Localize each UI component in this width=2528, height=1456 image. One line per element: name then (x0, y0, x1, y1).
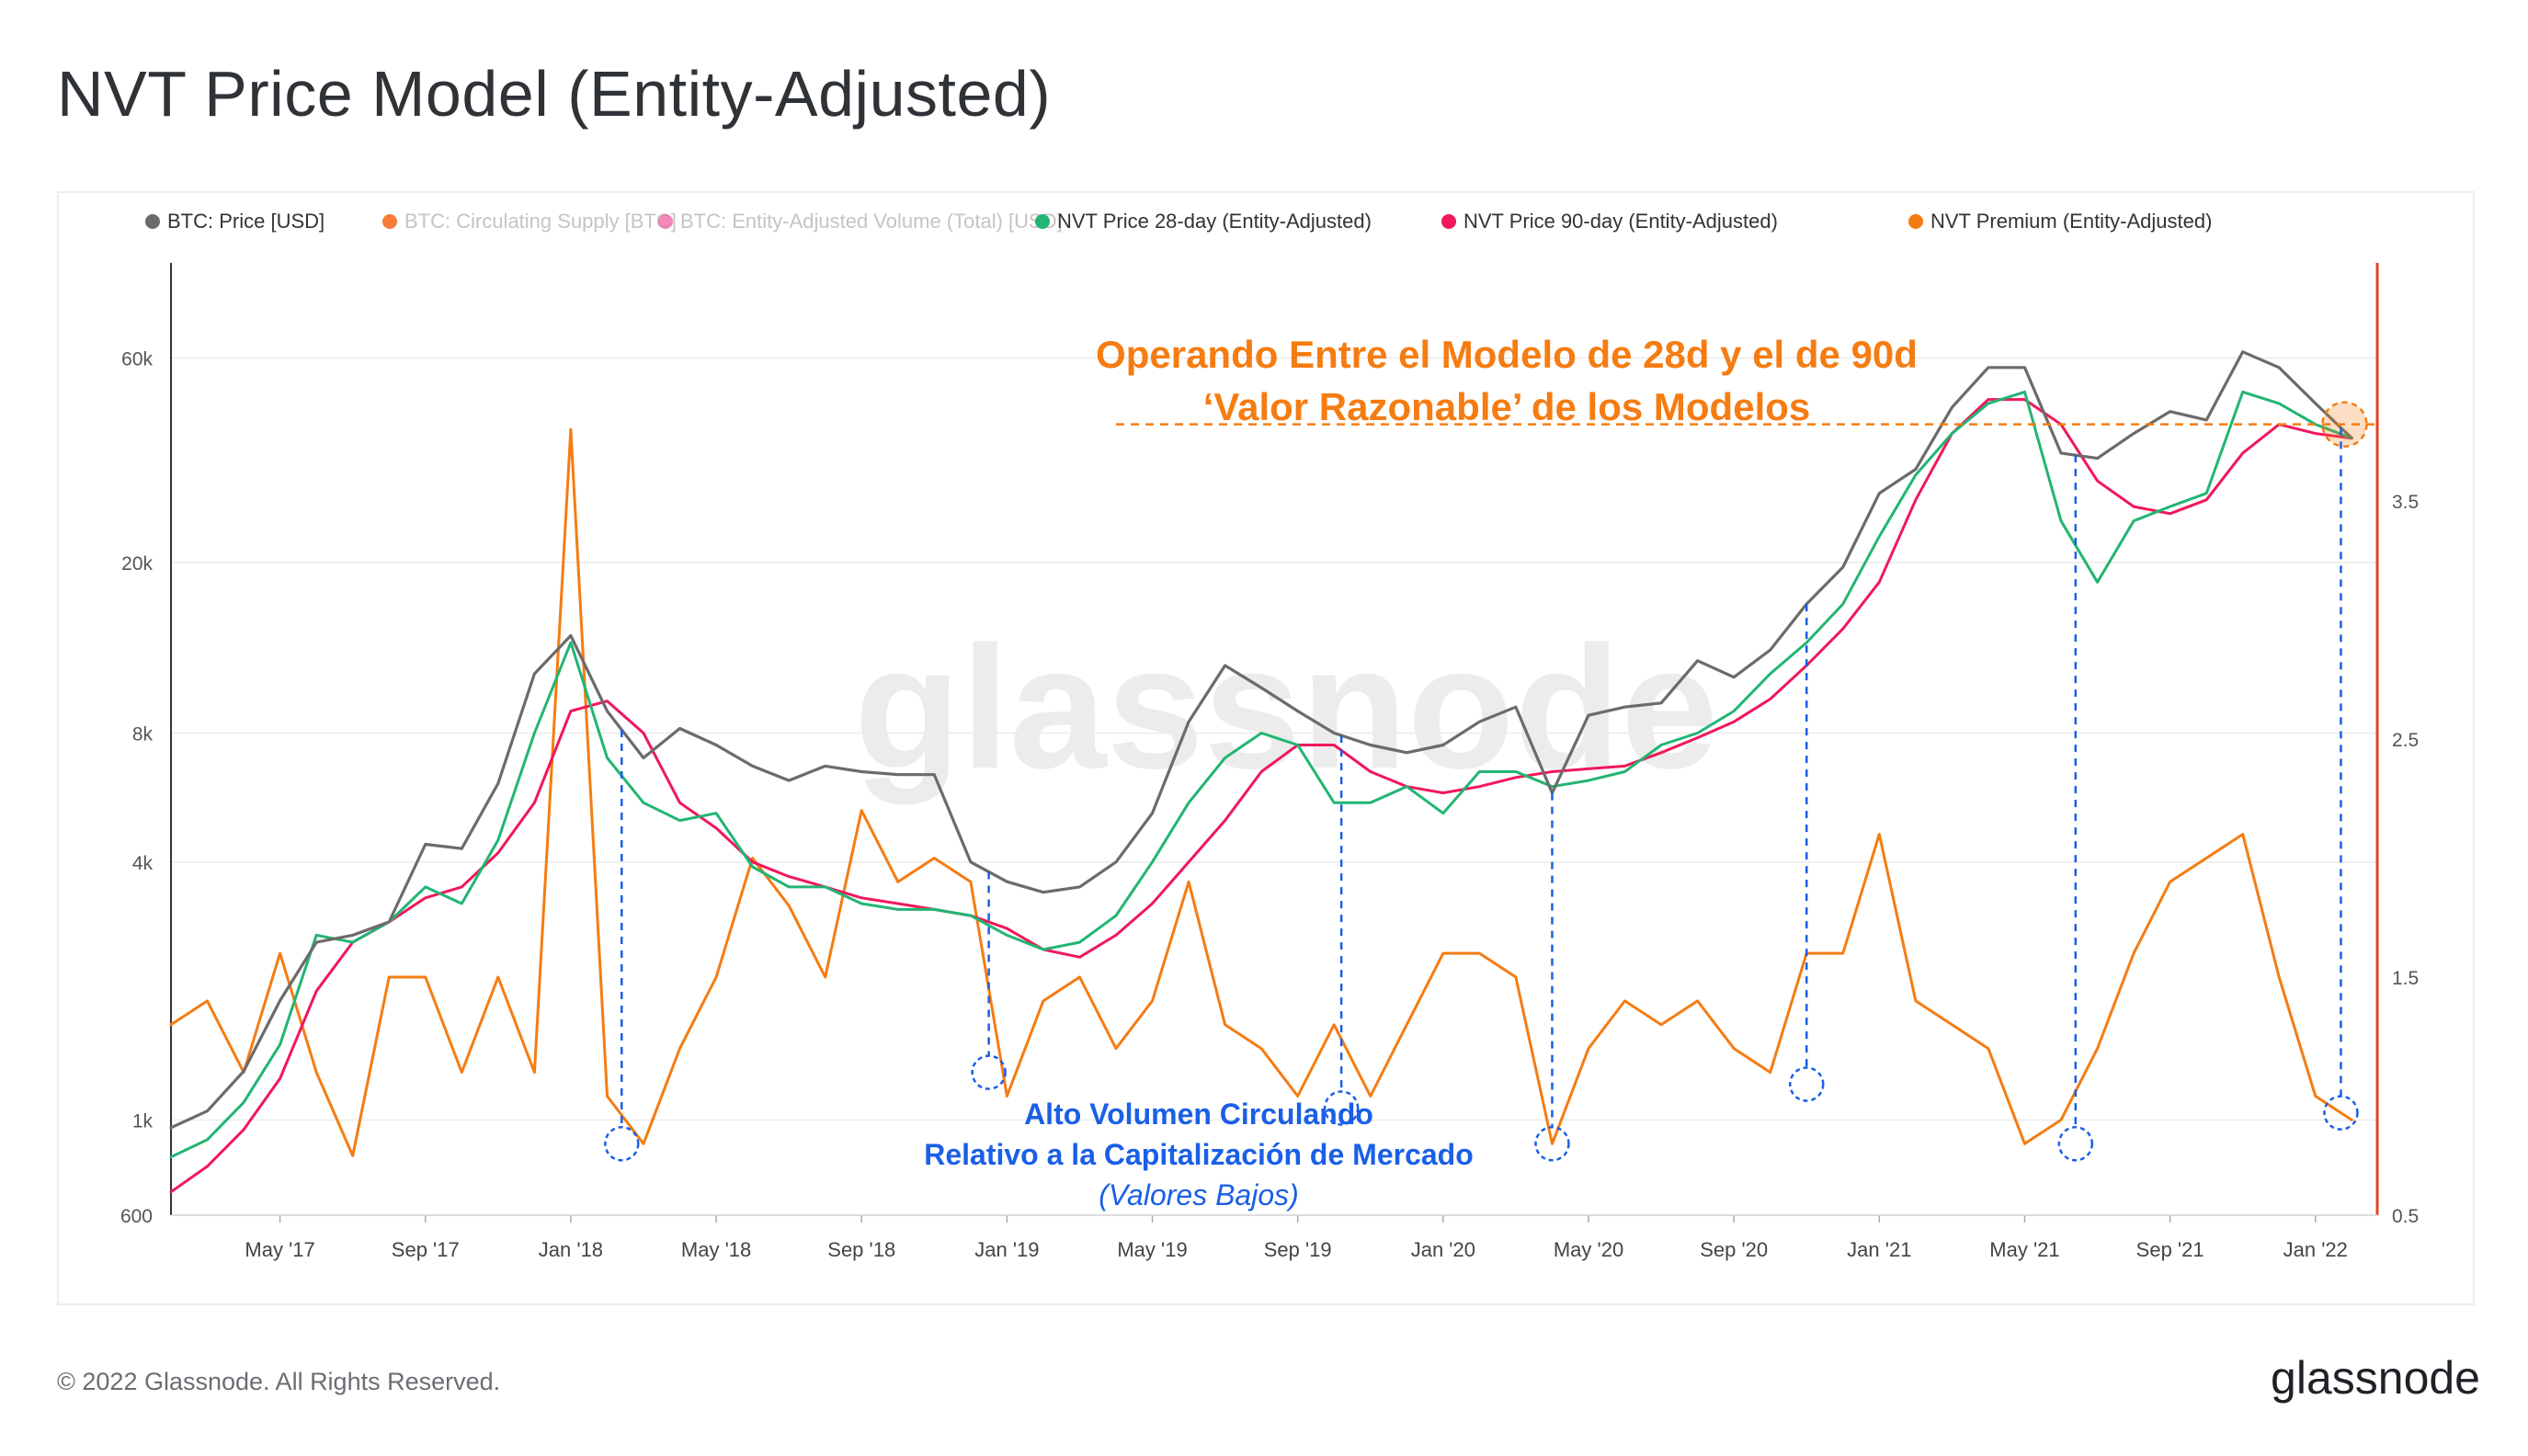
x-tick-label: Sep '17 (392, 1238, 460, 1261)
annotation-text: Operando Entre el Modelo de 28d y el de … (924, 333, 1918, 1211)
x-tick-label: Jan '18 (539, 1238, 603, 1261)
x-tick-label: May '20 (1554, 1238, 1623, 1261)
legend-item-supply: BTC: Circulating Supply [BTC] (404, 210, 677, 233)
x-tick-label: Jan '21 (1847, 1238, 1911, 1261)
x-tick-label: May '19 (1117, 1238, 1187, 1261)
low-value-marker (2057, 1126, 2094, 1162)
legend-dot-nvt90 (1441, 214, 1456, 229)
series-line-price (169, 350, 2353, 1130)
page-title: NVT Price Model (Entity-Adjusted) (57, 58, 1052, 130)
current-price-marker (2321, 401, 2368, 448)
legend-dot-nvt28 (1035, 214, 1050, 229)
axes (170, 263, 2379, 1216)
x-tick-label: Jan '19 (974, 1238, 1039, 1261)
gridlines: 600 1k 4k 8k 20k 60k 0.5 1.5 2.5 3.5 May '17 Sep '1… (120, 348, 2419, 1261)
x-tick-label: Jan '22 (2283, 1238, 2348, 1261)
x-tick-label: Jan '20 (1411, 1238, 1475, 1261)
legend-item-volume: BTC: Entity-Adjusted Volume (Total) [USD… (680, 210, 1063, 233)
legend-item-price: BTC: Price [USD] (167, 210, 325, 233)
x-tick-label: May '17 (245, 1238, 314, 1261)
annotation-top-line1: Operando Entre el Modelo de 28d y el de … (1096, 333, 1918, 376)
glassnode-logo: glassnode (2271, 1352, 2480, 1404)
x-tick-label: May '21 (1989, 1238, 2059, 1261)
y-right-tick-label: 0.5 (2392, 1206, 2419, 1227)
low-value-marker (971, 1054, 1007, 1090)
low-value-marker (1788, 1066, 1825, 1102)
legend-dot-premium (1908, 214, 1923, 229)
legend-dot-price (145, 214, 160, 229)
low-value-marker (1323, 1090, 1360, 1126)
x-tick-label: May '18 (681, 1238, 751, 1261)
low-value-marker (1534, 1126, 1570, 1162)
y-right-tick-label: 1.5 (2392, 968, 2419, 989)
annotation-top-line2: ‘Valor Razonable’ de los Modelos (1203, 385, 1811, 428)
y-left-tick-label: 20k (121, 553, 153, 574)
y-left-tick-label: 4k (132, 853, 154, 874)
y-left-tick-label: 1k (132, 1111, 154, 1132)
legend-item-premium: NVT Premium (Entity-Adjusted) (1930, 210, 2212, 233)
footer-copyright: © 2022 Glassnode. All Rights Reserved. (57, 1368, 501, 1395)
series-layer (169, 350, 2353, 1194)
annotation-bottom-line2: Relativo a la Capitalización de Mercado (924, 1138, 1474, 1171)
legend-dot-supply (382, 214, 397, 229)
low-value-marker (604, 1126, 640, 1162)
chart-container: glassnode 600 1k 4k 8k 20k 60k 0.5 1.5 2.5 3.5 May… (57, 191, 2475, 1305)
annotation-layer (604, 401, 2377, 1162)
y-left-tick-label: 8k (132, 723, 154, 745)
y-right-tick-label: 3.5 (2392, 492, 2419, 513)
y-left-tick-label: 60k (121, 348, 153, 370)
x-tick-label: Sep '19 (1264, 1238, 1332, 1261)
x-tick-label: Sep '21 (2136, 1238, 2204, 1261)
legend-item-nvt28: NVT Price 28-day (Entity-Adjusted) (1057, 210, 1372, 233)
legend-dot-volume (658, 214, 673, 229)
legend-item-nvt90: NVT Price 90-day (Entity-Adjusted) (1463, 210, 1778, 233)
series-line-nvt28 (169, 390, 2353, 1159)
y-left-tick-label: 600 (120, 1206, 153, 1227)
watermark: glassnode (854, 610, 1718, 805)
series-line-premium (169, 427, 2353, 1157)
y-right-tick-label: 2.5 (2392, 730, 2419, 751)
low-value-marker (2323, 1095, 2359, 1131)
series-line-nvt90 (169, 398, 2353, 1194)
nvt-chart: glassnode 600 1k 4k 8k 20k 60k 0.5 1.5 2.5 3.5 May… (120, 210, 2419, 1261)
x-tick-label: Sep '20 (1700, 1238, 1768, 1261)
x-tick-label: Sep '18 (827, 1238, 895, 1261)
annotation-bottom-line1: Alto Volumen Circulando (1024, 1098, 1373, 1131)
legend: BTC: Price [USD] BTC: Circulating Supply … (145, 210, 2212, 233)
annotation-bottom-line3: (Valores Bajos) (1099, 1178, 1299, 1211)
